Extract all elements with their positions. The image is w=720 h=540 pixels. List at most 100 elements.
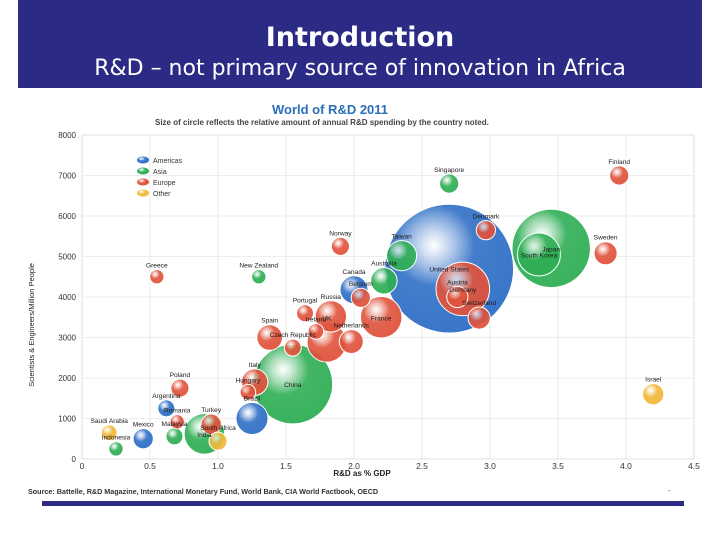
bubble-mexico — [132, 428, 154, 450]
label-new-zealand: New Zealand — [239, 263, 278, 270]
y-tick-label: 3000 — [58, 334, 76, 343]
label-greece: Greece — [146, 263, 168, 270]
bubble-turkey — [200, 413, 222, 435]
slide-subtitle: R&D – not primary source of innovation i… — [94, 56, 626, 81]
legend-swatch-europe — [137, 178, 149, 186]
x-tick-label: 1.0 — [212, 461, 224, 471]
x-tick-label: 0.5 — [144, 461, 156, 471]
source-note: Source: Battelle, R&D Magazine, Internat… — [28, 487, 378, 496]
label-romania: Romania — [164, 408, 191, 415]
label-australia: Australia — [371, 261, 397, 268]
legend-swatch-other — [137, 189, 149, 197]
label-norway: Norway — [329, 230, 352, 237]
label-indonesia: Indonesia — [102, 435, 131, 442]
x-tick-label: 4.0 — [620, 461, 632, 471]
y-tick-label: 5000 — [58, 253, 76, 262]
chart-subtitle: Size of circle reflects the relative amo… — [155, 118, 489, 127]
x-tick-label: 3.0 — [484, 461, 496, 471]
bubble-new-zealand — [251, 269, 267, 285]
bubble-czech-republic — [283, 338, 302, 357]
label-czech-republic: Czech Republic — [270, 332, 317, 339]
bubble-switzerland — [467, 306, 491, 330]
bubble-russia — [314, 300, 348, 333]
bubble-denmark — [475, 220, 497, 241]
label-argentina: Argentina — [152, 393, 181, 400]
label-portugal: Portugal — [293, 298, 318, 305]
bubble-austria — [446, 285, 469, 309]
x-tick-label: 0 — [80, 461, 85, 471]
bubble-portugal — [296, 304, 315, 323]
label-russia: Russia — [321, 294, 341, 301]
label-canada: Canada — [342, 269, 365, 276]
label-uk: UK — [322, 316, 332, 323]
bubble-brazil — [235, 402, 269, 435]
label-finland: Finland — [608, 159, 630, 166]
label-belgium: Belgium — [349, 281, 373, 288]
title-banner: Introduction R&D – not primary source of… — [18, 0, 702, 88]
label-mexico: Mexico — [133, 422, 154, 429]
x-tick-label: 1.5 — [280, 461, 292, 471]
label-israel: Israel — [645, 377, 662, 384]
label-germany: Germany — [449, 287, 477, 294]
bubble-norway — [330, 236, 350, 256]
legend-label-asia: Asia — [153, 169, 167, 176]
label-austria: Austria — [447, 279, 468, 286]
bubble-sweden — [593, 241, 618, 266]
legend-label-americas: Americas — [153, 158, 183, 165]
bubble-spain — [256, 324, 283, 351]
x-tick-label: 4.5 — [688, 461, 700, 471]
y-tick-label: 7000 — [58, 172, 76, 181]
bubble-south-africa — [208, 431, 228, 451]
bubble-singapore — [439, 173, 460, 194]
bubble-finland — [609, 165, 630, 186]
label-taiwan: Taiwan — [391, 234, 412, 241]
bubble-israel — [642, 383, 665, 406]
rd-bubble-chart: World of R&D 2011 Size of circle reflect… — [27, 102, 700, 496]
slide-number: - — [668, 486, 671, 495]
label-netherlands: Netherlands — [333, 323, 369, 330]
bubble-poland — [170, 378, 190, 398]
legend-swatch-asia — [137, 167, 149, 175]
x-tick-label: 2.0 — [348, 461, 360, 471]
label-denmark: Denmark — [473, 214, 500, 221]
bottom-rule — [42, 501, 684, 506]
label-ireland: Ireland — [306, 317, 326, 324]
label-saudi-arabia: Saudi Arabia — [90, 418, 128, 425]
y-tick-label: 4000 — [58, 293, 76, 302]
x-tick-label: 3.5 — [552, 461, 564, 471]
legend-swatch-americas — [137, 156, 149, 164]
y-tick-label: 8000 — [58, 131, 76, 140]
bubble-ireland — [307, 323, 325, 340]
y-axis-label: Scientists & Engineers/Million People — [27, 263, 36, 387]
label-south-africa: South Africa — [200, 425, 236, 432]
x-tick-label: 2.5 — [416, 461, 428, 471]
label-poland: Poland — [170, 372, 191, 379]
bubble-saudi-arabia — [100, 424, 118, 442]
bubble-hungary — [239, 383, 257, 401]
label-spain: Spain — [261, 318, 278, 325]
label-hungary: Hungary — [235, 377, 261, 384]
label-malaysia: Malaysia — [161, 421, 187, 428]
label-brazil: Brazil — [244, 396, 261, 403]
bubble-indonesia — [108, 441, 124, 457]
label-south-korea: South Korea — [521, 252, 558, 259]
bubble-south-korea — [516, 232, 561, 277]
x-axis-label: R&D as % GDP — [333, 469, 391, 478]
bubble-france — [359, 296, 403, 339]
legend-label-europe: Europe — [153, 180, 176, 187]
bubble-belgium — [350, 287, 371, 308]
label-japan: Japan — [542, 246, 560, 253]
legend-label-other: Other — [153, 191, 171, 198]
label-turkey: Turkey — [201, 407, 222, 414]
y-tick-label: 6000 — [58, 212, 76, 221]
bubble-australia — [370, 267, 398, 295]
bubble-netherlands — [338, 329, 364, 355]
bubble-greece — [149, 269, 165, 285]
chart-title: World of R&D 2011 — [272, 102, 388, 117]
bubble-romania — [169, 414, 185, 430]
bubble-taiwan — [386, 240, 418, 272]
y-tick-label: 0 — [72, 455, 77, 464]
bubble-malaysia — [165, 427, 184, 446]
label-switzerland: Switzerland — [462, 300, 496, 307]
label-france: France — [371, 315, 392, 322]
